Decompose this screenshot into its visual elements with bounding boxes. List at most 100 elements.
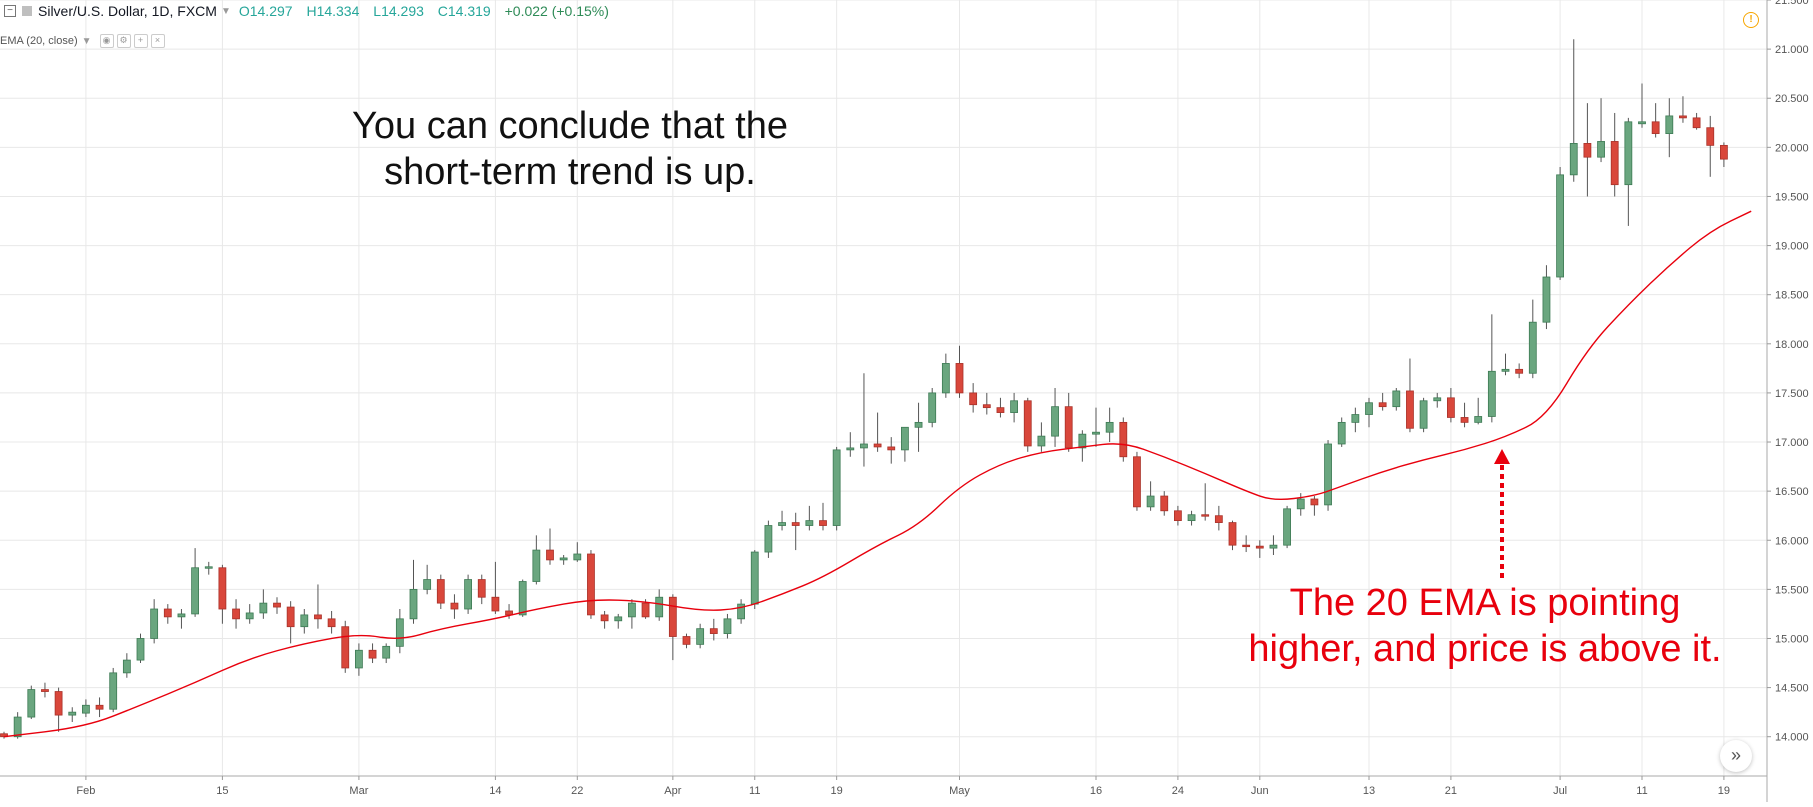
- candle-body: [941, 363, 950, 394]
- candle: [1010, 392, 1018, 423]
- grid-lines: [0, 0, 1767, 776]
- candle-body: [1447, 397, 1455, 418]
- candle-body: [436, 579, 445, 604]
- candle-body: [477, 579, 486, 598]
- x-tick-label: 24: [1172, 785, 1184, 797]
- candle: [1365, 397, 1373, 428]
- candle-body: [1146, 495, 1155, 508]
- x-tick-label: 16: [1090, 785, 1102, 797]
- candle-body: [1133, 456, 1141, 508]
- candle-body: [1378, 402, 1387, 408]
- scroll-right-icon[interactable]: »: [1720, 740, 1752, 772]
- close-icon[interactable]: ×: [150, 34, 165, 48]
- candle-body: [1119, 421, 1128, 458]
- candle-body: [450, 602, 459, 610]
- y-tick-label: 20.000: [1775, 142, 1809, 154]
- candle: [1556, 166, 1564, 280]
- candle: [955, 345, 964, 398]
- candle: [41, 682, 49, 698]
- candle-body: [1610, 141, 1619, 186]
- candle-body: [204, 566, 213, 569]
- indicator-label[interactable]: EMA (20, close): [0, 35, 78, 47]
- candle: [668, 594, 677, 661]
- candle: [327, 610, 336, 634]
- candle-body: [273, 602, 281, 608]
- candle-body: [1515, 368, 1524, 374]
- candle-body: [1679, 115, 1687, 119]
- candle: [1228, 520, 1237, 551]
- add-icon[interactable]: +: [133, 34, 148, 48]
- candle: [1692, 112, 1701, 130]
- candle-body: [1269, 544, 1278, 549]
- candle: [1433, 392, 1442, 408]
- x-tick-label: 15: [216, 785, 228, 797]
- candle-body: [1392, 390, 1401, 408]
- y-tick-label: 16.500: [1775, 486, 1809, 498]
- candle: [1064, 392, 1073, 452]
- candle: [204, 561, 213, 575]
- candle: [273, 597, 281, 614]
- candle-body: [641, 602, 650, 618]
- candle-body: [1487, 370, 1496, 417]
- symbol-title[interactable]: Silver/U.S. Dollar, 1D, FXCM: [38, 3, 217, 19]
- candle-body: [1255, 545, 1264, 549]
- candle: [682, 633, 691, 649]
- eye-icon[interactable]: ◉: [99, 34, 114, 48]
- symbol-dropdown-icon[interactable]: ▼: [220, 5, 231, 17]
- candle-body: [1310, 498, 1319, 506]
- candle-body: [409, 588, 418, 620]
- candle-body: [969, 392, 978, 406]
- candle-body: [1624, 121, 1633, 186]
- candle: [982, 392, 991, 415]
- candle-body: [791, 522, 800, 526]
- candle: [573, 542, 582, 562]
- y-tick-label: 15.500: [1775, 584, 1809, 596]
- candle: [68, 707, 77, 722]
- y-tick-label: 17.000: [1775, 437, 1809, 449]
- indicator-dropdown-icon[interactable]: ▼: [81, 35, 92, 47]
- candle: [1255, 540, 1264, 558]
- ema-line: [3, 210, 1752, 738]
- candle-body: [491, 596, 500, 612]
- candle: [1638, 83, 1646, 128]
- x-tick-label: Jun: [1251, 785, 1269, 797]
- candle-body: [341, 626, 350, 669]
- candle: [450, 594, 459, 619]
- settings-icon[interactable]: ⚙: [116, 34, 131, 48]
- candle: [791, 512, 800, 551]
- candle: [1146, 481, 1155, 511]
- candle-body: [218, 567, 227, 610]
- annotation-ema-line1: The 20 EMA is pointing: [1289, 582, 1681, 624]
- candle-body: [82, 704, 90, 714]
- annotation-trend-line1: You can conclude that the: [352, 105, 788, 147]
- candle-body: [518, 581, 527, 616]
- collapse-icon[interactable]: −: [4, 5, 16, 17]
- candle: [819, 502, 827, 531]
- open-value: O14.297: [238, 3, 293, 19]
- candle-body: [1092, 431, 1100, 435]
- candle-body: [1542, 276, 1551, 323]
- x-tick-label: May: [949, 785, 970, 797]
- alert-icon[interactable]: !: [1743, 12, 1759, 28]
- candle-body: [1187, 514, 1196, 522]
- candle: [750, 550, 759, 610]
- candle: [436, 574, 445, 610]
- candle: [614, 613, 623, 629]
- candle-body: [1296, 498, 1305, 510]
- candle-body: [327, 618, 336, 628]
- candle-body: [1228, 522, 1237, 546]
- candle-body: [682, 636, 691, 645]
- candle: [1201, 483, 1210, 521]
- candle: [82, 699, 90, 718]
- candle: [1296, 493, 1305, 516]
- candle-body: [832, 449, 841, 526]
- candle: [491, 561, 500, 614]
- candle: [150, 599, 159, 644]
- candle: [1174, 505, 1182, 526]
- candle: [136, 633, 145, 664]
- candle: [628, 599, 636, 629]
- x-tick-label: Feb: [76, 785, 95, 797]
- candle-body: [286, 606, 295, 628]
